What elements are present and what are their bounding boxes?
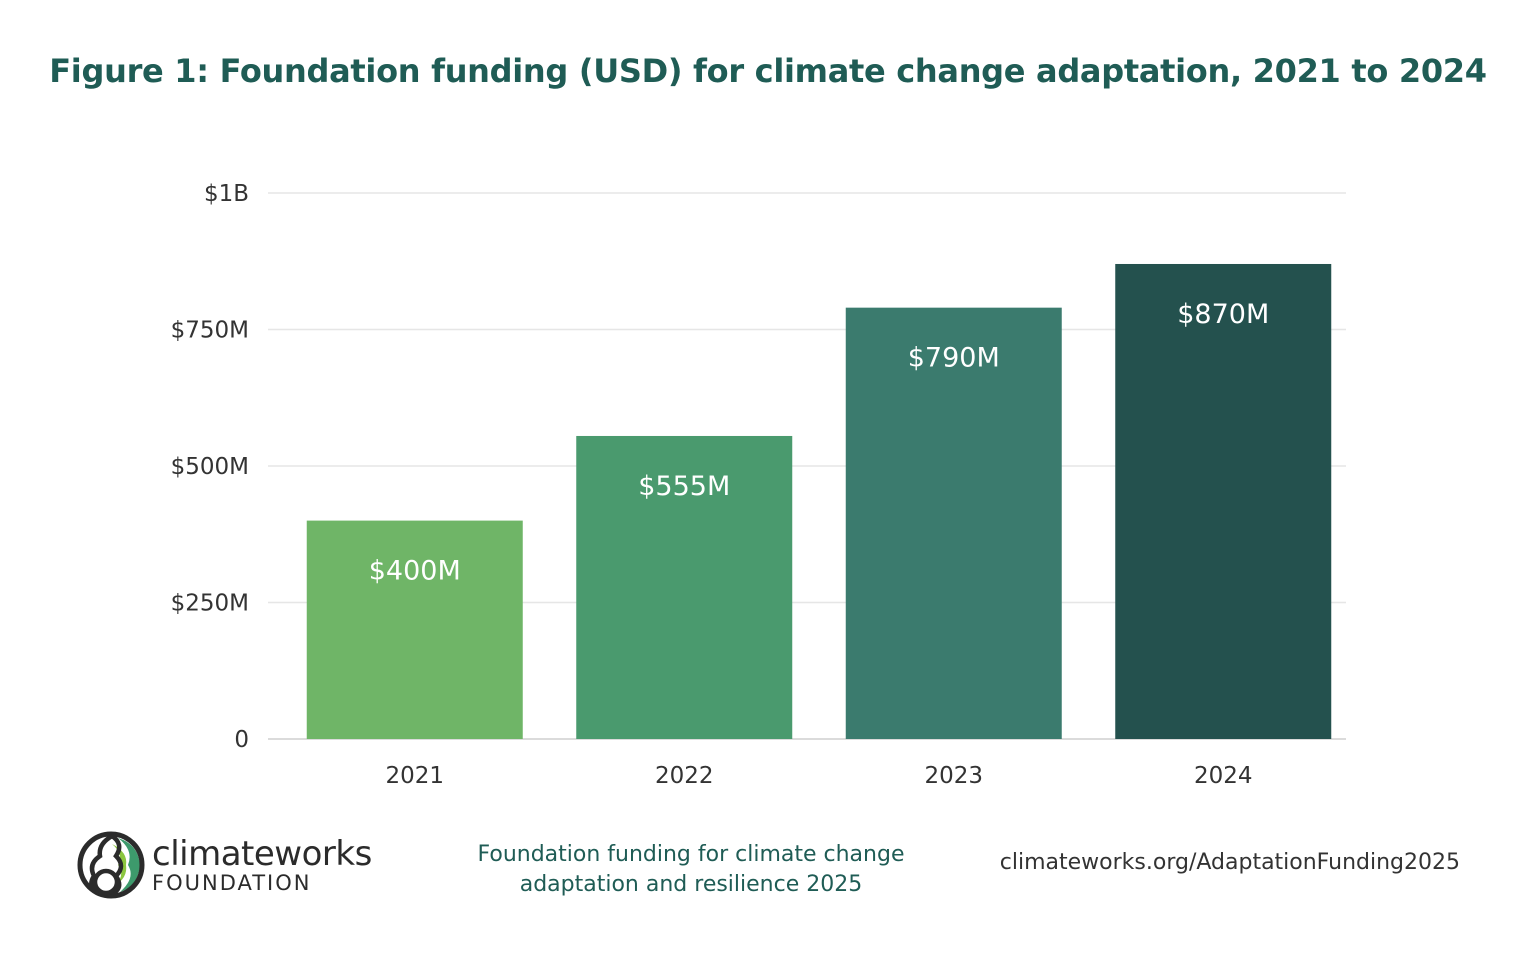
data-label-2023: $790M bbox=[908, 343, 1000, 374]
bar-2024 bbox=[1115, 263, 1332, 739]
bar-2023 bbox=[845, 307, 1062, 739]
x-tick-label: 2023 bbox=[924, 763, 983, 789]
y-tick-label: 0 bbox=[234, 727, 249, 753]
logo-subtitle: FOUNDATION bbox=[152, 870, 312, 895]
bar-chart: 0 $250M $500M $750M $1B $400M $555M $790M $870M… bbox=[171, 181, 1346, 789]
data-label-2024: $870M bbox=[1177, 299, 1269, 330]
x-tick-label: 2021 bbox=[385, 763, 444, 789]
y-tick-label: $500M bbox=[171, 454, 249, 480]
chart-title: Figure 1: Foundation funding (USD) for c… bbox=[49, 52, 1487, 90]
source-line-1: Foundation funding for climate change bbox=[477, 842, 905, 867]
climateworks-logo: climateworks FOUNDATION bbox=[76, 830, 372, 900]
y-tick-label: $1B bbox=[204, 181, 249, 207]
x-tick-label: 2024 bbox=[1194, 763, 1253, 789]
y-axis-ticks: 0 $250M $500M $750M $1B bbox=[171, 181, 249, 753]
logo-name: climateworks bbox=[152, 833, 372, 874]
data-label-2022: $555M bbox=[638, 471, 730, 502]
y-tick-label: $750M bbox=[171, 318, 249, 344]
bar-2022 bbox=[576, 435, 793, 739]
y-tick-label: $250M bbox=[171, 591, 249, 617]
source-line-2: adaptation and resilience 2025 bbox=[519, 872, 863, 897]
data-label-2021: $400M bbox=[369, 556, 461, 587]
source-caption: Foundation funding for climate change ad… bbox=[470, 840, 912, 900]
climateworks-logo-icon bbox=[77, 831, 145, 899]
x-tick-label: 2022 bbox=[655, 763, 714, 789]
source-url: climateworks.org/AdaptationFunding2025 bbox=[999, 850, 1460, 875]
bar-2021 bbox=[306, 520, 523, 739]
bars: $400M $555M $790M $870M bbox=[306, 263, 1332, 739]
x-axis-ticks: 2021 2022 2023 2024 bbox=[385, 763, 1252, 789]
